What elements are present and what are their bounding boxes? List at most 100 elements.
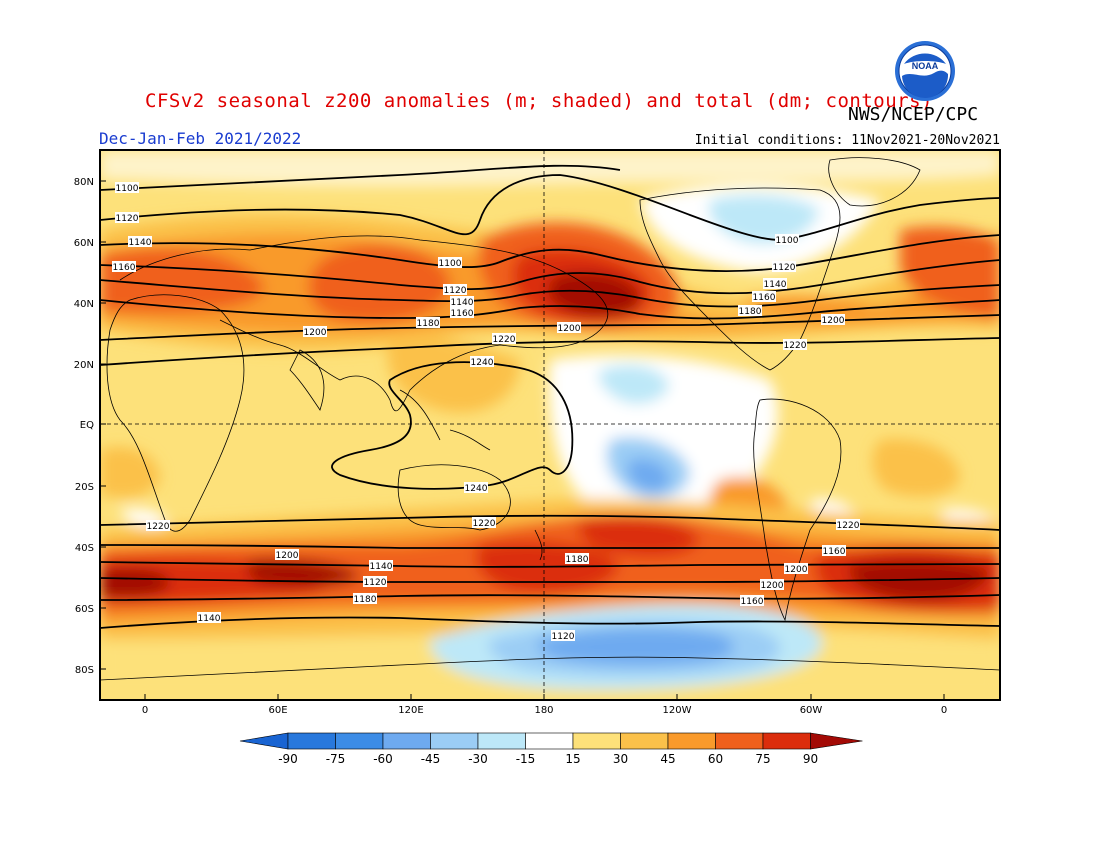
contour-label: 1140 bbox=[450, 296, 474, 308]
contour-label: 1160 bbox=[740, 595, 764, 607]
colorbar-right-arrow bbox=[810, 732, 863, 750]
contour-label: 1180 bbox=[353, 593, 377, 605]
svg-text:1140: 1140 bbox=[370, 562, 393, 572]
noaa-logo-icon: NOAA bbox=[895, 41, 955, 101]
colorbar-swatch bbox=[620, 732, 669, 750]
colorbar-tick-label: 45 bbox=[660, 752, 675, 766]
lat-tick-label: 20S bbox=[75, 482, 94, 493]
svg-text:1220: 1220 bbox=[837, 521, 860, 531]
lon-tick-label: 60E bbox=[268, 705, 287, 716]
logo-text: NOAA bbox=[912, 61, 939, 71]
anomaly-shading bbox=[100, 150, 1000, 700]
colorbar-tick-label: -60 bbox=[373, 752, 393, 766]
colorbar-swatch bbox=[287, 732, 336, 750]
svg-text:1140: 1140 bbox=[129, 238, 152, 248]
contour-label: 1120 bbox=[443, 284, 467, 296]
colorbar-swatch bbox=[762, 732, 811, 750]
colorbar-tick-label: -15 bbox=[516, 752, 536, 766]
contour-label: 1120 bbox=[363, 576, 387, 588]
colorbar-tick-label: -45 bbox=[421, 752, 441, 766]
svg-text:1200: 1200 bbox=[785, 565, 808, 575]
svg-text:1200: 1200 bbox=[304, 328, 327, 338]
colorbar: -90 -75 -60 -45 -30 -15 15 30 45 60 75 90 bbox=[239, 732, 863, 766]
svg-text:1100: 1100 bbox=[776, 236, 799, 246]
svg-text:1220: 1220 bbox=[147, 522, 170, 532]
contour-label: 1120 bbox=[772, 261, 796, 273]
svg-text:1200: 1200 bbox=[276, 551, 299, 561]
contour-label: 1220 bbox=[783, 339, 807, 351]
svg-text:1220: 1220 bbox=[473, 519, 496, 529]
contour-label: 1120 bbox=[551, 630, 575, 642]
season-label: Dec-Jan-Feb 2021/2022 bbox=[99, 129, 302, 148]
svg-text:1160: 1160 bbox=[823, 547, 846, 557]
colorbar-tick-label: 15 bbox=[565, 752, 580, 766]
contour-label: 1220 bbox=[492, 333, 516, 345]
contour-labels: 1100112011401160110011201140116011801200… bbox=[112, 182, 860, 642]
svg-text:1240: 1240 bbox=[465, 484, 488, 494]
longitude-axis: 0 60E 120E 180 120W 60W 0 bbox=[142, 694, 947, 716]
lat-tick-label: 80S bbox=[75, 665, 94, 676]
lat-tick-label: 80N bbox=[74, 177, 94, 188]
latitude-axis: 80N 60N 40N 20N EQ 20S 40S 60S 80S bbox=[74, 177, 106, 676]
colorbar-tick-label: 75 bbox=[755, 752, 770, 766]
svg-text:1120: 1120 bbox=[444, 286, 467, 296]
svg-text:1180: 1180 bbox=[354, 595, 377, 605]
colorbar-swatch bbox=[382, 732, 431, 750]
lon-tick-label: 120W bbox=[663, 705, 692, 716]
contour-label: 1240 bbox=[464, 482, 488, 494]
contour-label: 1160 bbox=[112, 261, 136, 273]
contour-label: 1200 bbox=[275, 549, 299, 561]
colorbar-swatch bbox=[335, 732, 384, 750]
svg-text:1200: 1200 bbox=[558, 324, 581, 334]
colorbar-tick-label: 60 bbox=[708, 752, 723, 766]
chart-title: CFSv2 seasonal z200 anomalies (m; shaded… bbox=[145, 90, 933, 112]
lat-tick-label: EQ bbox=[80, 420, 94, 431]
contour-label: 1180 bbox=[416, 317, 440, 329]
svg-text:1200: 1200 bbox=[822, 316, 845, 326]
contour-label: 1200 bbox=[784, 563, 808, 575]
contour-label: 1160 bbox=[752, 291, 776, 303]
svg-text:1220: 1220 bbox=[493, 335, 516, 345]
svg-text:1100: 1100 bbox=[439, 259, 462, 269]
contour-label: 1180 bbox=[738, 305, 762, 317]
contour-label: 1160 bbox=[450, 307, 474, 319]
lat-tick-label: 60S bbox=[75, 604, 94, 615]
coastlines bbox=[100, 157, 1000, 681]
svg-text:1180: 1180 bbox=[739, 307, 762, 317]
svg-text:1100: 1100 bbox=[116, 184, 139, 194]
map-frame bbox=[99, 149, 1001, 701]
contour-label: 1220 bbox=[146, 520, 170, 532]
contour-label: 1240 bbox=[470, 356, 494, 368]
colorbar-tick-label: 30 bbox=[613, 752, 628, 766]
svg-text:1140: 1140 bbox=[764, 280, 787, 290]
svg-text:1220: 1220 bbox=[784, 341, 807, 351]
contour-label: 1140 bbox=[369, 560, 393, 572]
svg-text:1180: 1180 bbox=[417, 319, 440, 329]
contour-label: 1220 bbox=[836, 519, 860, 531]
svg-text:1160: 1160 bbox=[753, 293, 776, 303]
reference-lines bbox=[100, 150, 1000, 700]
colorbar-left-arrow bbox=[239, 732, 289, 750]
lat-tick-label: 40S bbox=[75, 543, 94, 554]
svg-text:1160: 1160 bbox=[741, 597, 764, 607]
svg-text:1200: 1200 bbox=[761, 581, 784, 591]
contour-label: 1160 bbox=[822, 545, 846, 557]
contour-label: 1220 bbox=[472, 517, 496, 529]
svg-text:1160: 1160 bbox=[451, 309, 474, 319]
svg-text:1160: 1160 bbox=[113, 263, 136, 273]
contour-label: 1180 bbox=[565, 553, 589, 565]
lon-tick-label: 0 bbox=[941, 705, 947, 716]
svg-text:1140: 1140 bbox=[198, 614, 221, 624]
colorbar-swatch bbox=[477, 732, 526, 750]
contour-label: 1140 bbox=[763, 278, 787, 290]
agency-label: NWS/NCEP/CPC bbox=[848, 104, 979, 125]
contour-label: 1200 bbox=[557, 322, 581, 334]
colorbar-tick-label: 90 bbox=[803, 752, 818, 766]
colorbar-swatch bbox=[667, 732, 716, 750]
colorbar-tick-label: -30 bbox=[468, 752, 488, 766]
lon-tick-label: 0 bbox=[142, 705, 148, 716]
lat-tick-label: 40N bbox=[74, 299, 94, 310]
lat-tick-label: 60N bbox=[74, 238, 94, 249]
contour-label: 1200 bbox=[760, 579, 784, 591]
